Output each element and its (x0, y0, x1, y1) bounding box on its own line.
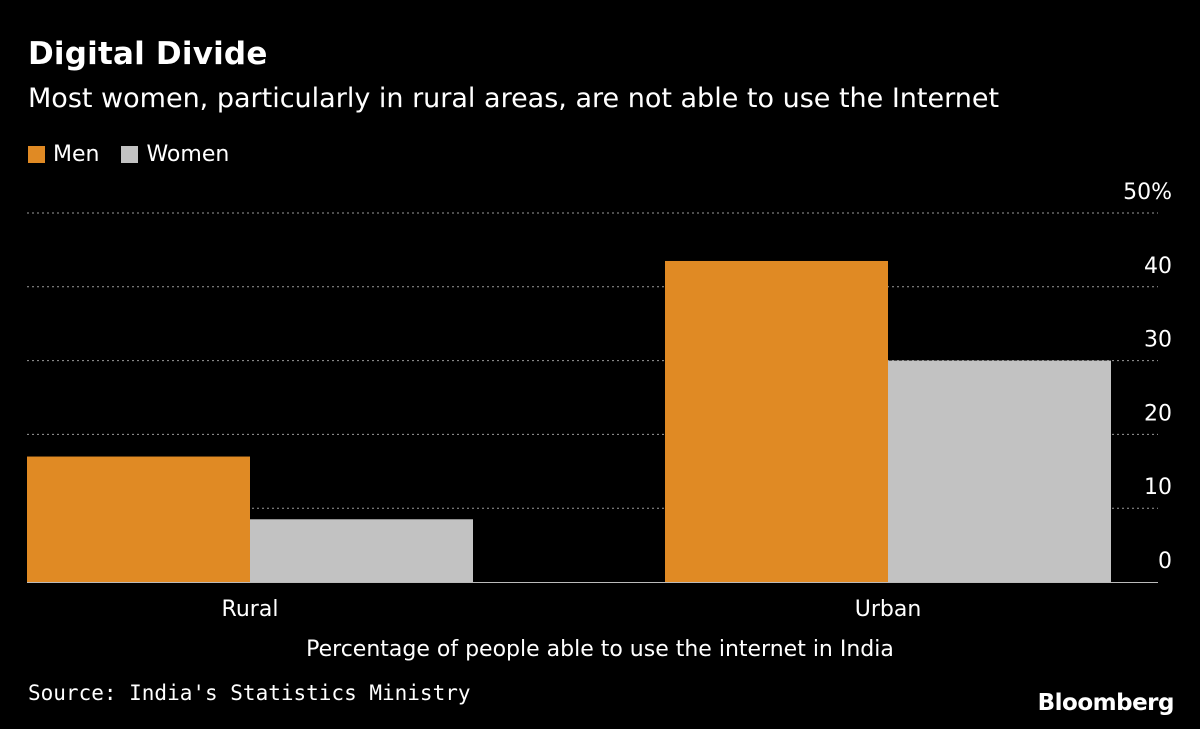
y-tick-label: 50% (1123, 180, 1172, 205)
legend: Men Women (28, 142, 251, 167)
legend-item-men: Men (28, 142, 99, 167)
legend-label-women: Women (146, 142, 230, 167)
bar-men-urban (665, 260, 888, 582)
bloomberg-logo: Bloomberg (1037, 690, 1175, 716)
y-tick-label: 10 (1144, 475, 1172, 500)
y-tick-label: 20 (1144, 401, 1172, 426)
y-tick-label: 30 (1144, 328, 1172, 353)
chart-subtitle: Most women, particularly in rural areas,… (28, 83, 1000, 114)
source-note: Source: India's Statistics Ministry (28, 681, 471, 705)
x-tick-label: Rural (222, 597, 279, 622)
legend-label-men: Men (53, 142, 100, 167)
legend-swatch-women (121, 146, 139, 163)
bar-men-rural (27, 456, 250, 582)
y-tick-label: 40 (1144, 254, 1172, 279)
x-tick-label: Urban (855, 597, 922, 622)
chart-title: Digital Divide (28, 36, 268, 72)
legend-swatch-men (28, 146, 45, 163)
y-tick-label: 0 (1158, 549, 1172, 574)
legend-item-women: Women (121, 142, 229, 167)
bar-women-urban (888, 360, 1111, 582)
bar-women-rural (250, 519, 473, 582)
x-axis-caption: Percentage of people able to use the int… (306, 637, 894, 662)
